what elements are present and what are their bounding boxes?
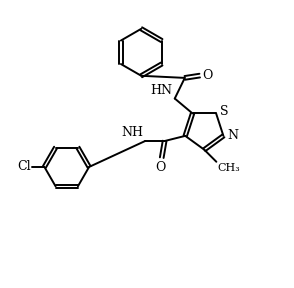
Text: Cl: Cl	[17, 160, 31, 173]
Text: O: O	[156, 161, 166, 174]
Text: S: S	[220, 105, 228, 118]
Text: O: O	[202, 69, 212, 82]
Text: NH: NH	[121, 126, 143, 139]
Text: HN: HN	[151, 84, 173, 97]
Text: CH₃: CH₃	[218, 164, 240, 173]
Text: N: N	[227, 129, 238, 142]
